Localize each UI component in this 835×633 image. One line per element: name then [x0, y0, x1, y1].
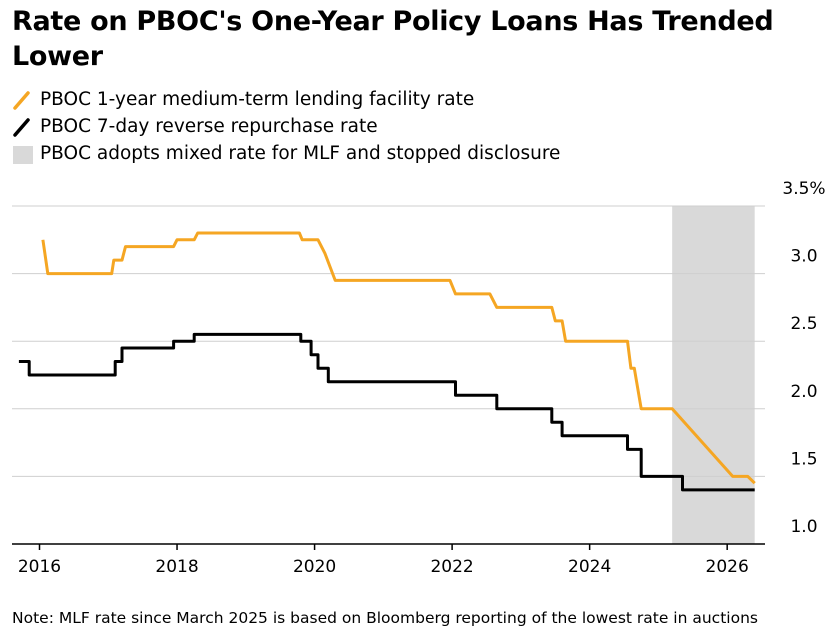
x-tick-label: 2016 [18, 557, 61, 577]
footnote: Note: MLF rate since March 2025 is based… [12, 609, 758, 627]
y-tick-label: 2.0 [790, 382, 817, 402]
x-tick-label: 2026 [706, 557, 749, 577]
x-axis: 2016 2018 2020 2022 2024 2026 [12, 543, 765, 577]
legend-label-reverse-repo: PBOC 7-day reverse repurchase rate [40, 116, 378, 137]
legend-item-mlf: PBOC 1-year medium-term lending facility… [12, 86, 560, 113]
chart-title: Rate on PBOC's One-Year Policy Loans Has… [12, 6, 774, 72]
legend: PBOC 1-year medium-term lending facility… [12, 86, 560, 167]
gridlines [12, 205, 765, 545]
legend-item-shaded: PBOC adopts mixed rate for MLF and stopp… [12, 140, 560, 167]
x-tick-label: 2018 [155, 557, 198, 577]
shaded-region-0 [672, 206, 755, 544]
y-axis-labels: 1.0 1.5 2.0 2.5 3.0 3.5% [782, 179, 825, 537]
x-tick-label: 2020 [293, 557, 336, 577]
y-tick-label: 3.5% [782, 179, 825, 199]
x-tick-label: 2022 [430, 557, 473, 577]
legend-swatch-mlf [12, 89, 34, 111]
shaded-regions [672, 206, 755, 544]
legend-label-mlf: PBOC 1-year medium-term lending facility… [40, 89, 475, 110]
series-lines [18, 231, 756, 492]
y-tick-label: 3.0 [790, 247, 817, 267]
y-tick-label: 1.0 [790, 517, 817, 537]
legend-swatch-shaded [12, 143, 34, 165]
y-tick-label: 1.5 [790, 449, 817, 469]
x-tick-label: 2024 [568, 557, 611, 577]
legend-item-reverse-repo: PBOC 7-day reverse repurchase rate [12, 113, 560, 140]
series-line-1 [18, 332, 755, 492]
legend-label-shaded: PBOC adopts mixed rate for MLF and stopp… [40, 143, 561, 164]
line-chart: 2016 2018 2020 2022 2024 2026 1.0 1.5 2.0 2.5 3.0… [12, 179, 826, 577]
legend-swatch-reverse-repo [12, 116, 34, 138]
series-line-0 [41, 231, 756, 485]
y-tick-label: 2.5 [790, 314, 817, 334]
